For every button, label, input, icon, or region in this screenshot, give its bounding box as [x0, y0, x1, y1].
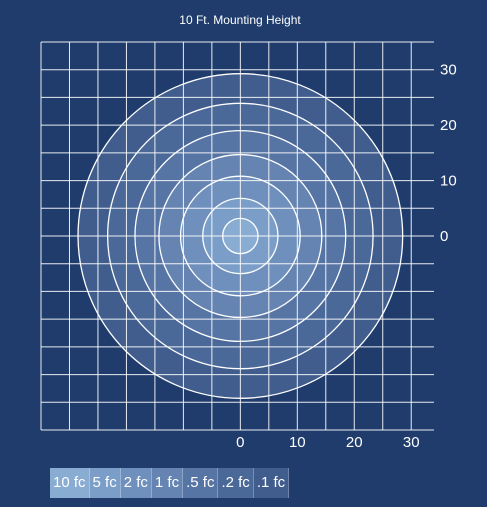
chart-title: 10 Ft. Mounting Height: [179, 13, 301, 27]
isoline-1-fc: [158, 153, 323, 319]
isoline-5-fc: [202, 197, 279, 275]
legend-item: 2 fc: [120, 468, 152, 498]
y-tick-label: 0: [440, 228, 448, 245]
x-tick-label: 30: [403, 434, 420, 451]
legend-item: 1 fc: [151, 468, 184, 498]
y-tick-label: 10: [440, 173, 457, 190]
legend-item: .1 fc: [253, 468, 290, 498]
x-tick-label: 10: [289, 434, 306, 451]
x-tick-label: 20: [346, 434, 363, 451]
isoline-2-fc: [179, 175, 301, 297]
isoline-point-1-fc: [77, 73, 404, 399]
x-tick-label: 0: [236, 434, 244, 451]
isoline-point-2-fc: [106, 102, 374, 370]
legend-item: 5 fc: [89, 468, 121, 498]
legend-item: .5 fc: [183, 468, 219, 498]
legend: 10 fc 5 fc 2 fc 1 fc .5 fc .2 fc .1 fc: [50, 468, 290, 498]
isoline-point-5-fc: [134, 129, 347, 343]
legend-item: 10 fc: [50, 468, 90, 498]
isoline-10-fc: [222, 217, 259, 255]
y-tick-label: 20: [440, 117, 457, 134]
y-tick-label: 30: [440, 62, 457, 79]
legend-item: .2 fc: [218, 468, 254, 498]
